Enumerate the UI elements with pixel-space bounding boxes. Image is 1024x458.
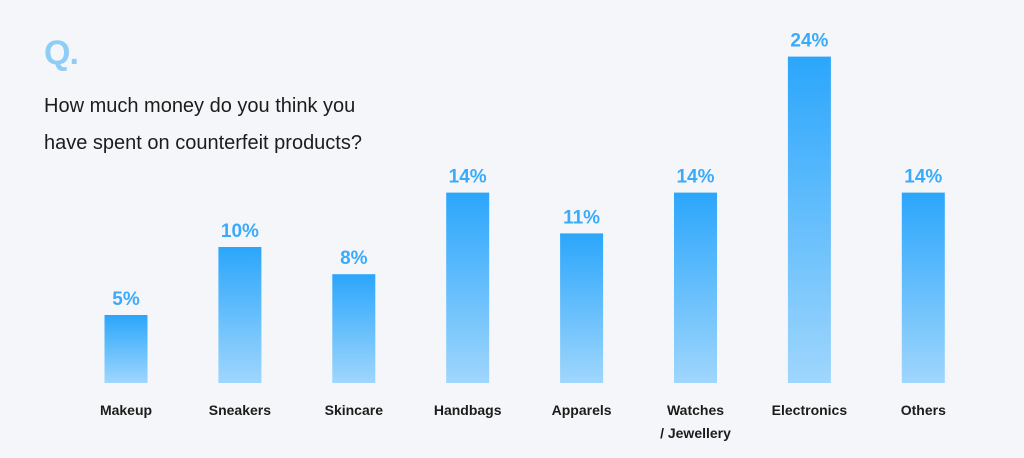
question-line-2: have spent on counterfeit products?	[44, 132, 362, 154]
bars-group: 5% Makeup 10% Sneakers 8% Skincare 14% Handbags…	[100, 31, 946, 441]
question-text: How much money do you think you have spe…	[44, 88, 444, 162]
category-label-6: Electronics	[772, 402, 848, 418]
bar-7	[901, 192, 945, 383]
value-label-4: 11%	[563, 207, 600, 228]
category-label-5-line-0: Watches	[667, 402, 724, 418]
value-label-7: 14%	[904, 167, 942, 188]
question-line-1: How much money do you think you	[44, 95, 356, 117]
category-label-3: Handbags	[434, 402, 502, 418]
category-label-4: Apparels	[552, 402, 612, 418]
bar-1	[218, 247, 262, 383]
bar-2	[332, 274, 376, 383]
bar-5	[674, 192, 717, 383]
value-label-2: 8%	[340, 248, 368, 269]
category-label-5-line-1: / Jewellery	[660, 425, 731, 441]
bar-6	[787, 56, 831, 383]
bar-3	[446, 192, 490, 383]
value-label-0: 5%	[112, 289, 140, 310]
category-label-2: Skincare	[325, 402, 384, 418]
value-label-6: 24%	[790, 31, 828, 52]
value-label-3: 14%	[449, 167, 487, 188]
value-label-5: 14%	[676, 167, 714, 188]
category-label-1: Sneakers	[209, 402, 271, 418]
category-label-0: Makeup	[100, 402, 152, 418]
question-marker: Q.	[44, 34, 79, 72]
bar-4	[560, 233, 604, 383]
category-label-7: Others	[901, 402, 946, 418]
bar-0	[104, 315, 148, 383]
value-label-1: 10%	[221, 221, 259, 242]
